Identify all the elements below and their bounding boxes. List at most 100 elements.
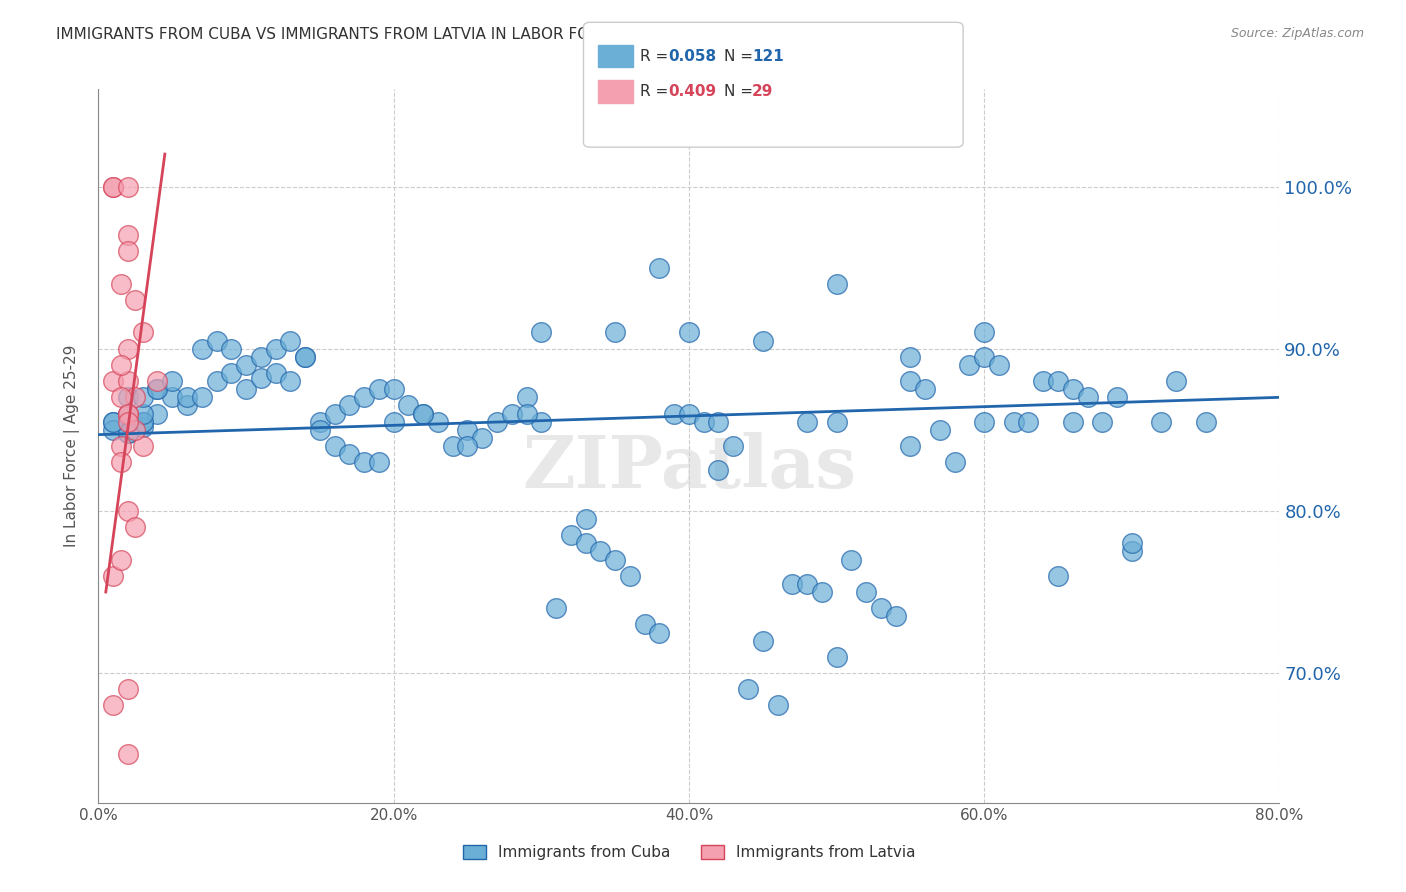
Point	[117, 179, 139, 194]
Point	[117, 407, 139, 421]
Point	[264, 366, 287, 380]
Point	[280, 334, 302, 348]
Text: 121: 121	[752, 49, 785, 63]
Point	[117, 415, 139, 429]
Point	[117, 682, 139, 697]
Point	[707, 415, 730, 429]
Point	[103, 374, 125, 388]
Point	[124, 423, 146, 437]
Point	[132, 407, 155, 421]
Point	[117, 407, 139, 421]
Point	[368, 455, 391, 469]
Point	[1195, 415, 1218, 429]
Point	[235, 358, 257, 372]
Point	[825, 649, 848, 664]
Point	[1107, 390, 1129, 404]
Point	[339, 399, 361, 413]
Point	[619, 568, 641, 582]
Point	[103, 568, 125, 582]
Text: R =: R =	[640, 85, 673, 99]
Text: N =: N =	[724, 49, 758, 63]
Legend: Immigrants from Cuba, Immigrants from Latvia: Immigrants from Cuba, Immigrants from La…	[457, 839, 921, 866]
Point	[294, 350, 316, 364]
Point	[191, 390, 214, 404]
Point	[589, 544, 612, 558]
Point	[1121, 544, 1143, 558]
Point	[368, 382, 391, 396]
Point	[323, 407, 346, 421]
Point	[530, 326, 553, 340]
Point	[516, 407, 538, 421]
Point	[146, 382, 169, 396]
Point	[1062, 415, 1084, 429]
Point	[124, 390, 146, 404]
Point	[929, 423, 952, 437]
Point	[124, 520, 146, 534]
Point	[132, 415, 155, 429]
Point	[103, 698, 125, 713]
Point	[103, 415, 125, 429]
Point	[1121, 536, 1143, 550]
Point	[117, 425, 139, 440]
Point	[103, 415, 125, 429]
Point	[486, 415, 509, 429]
Point	[825, 415, 848, 429]
Point	[309, 423, 332, 437]
Point	[221, 342, 243, 356]
Point	[605, 552, 627, 566]
Point	[117, 390, 139, 404]
Point	[810, 585, 832, 599]
Point	[117, 228, 139, 243]
Point	[117, 407, 139, 421]
Point	[693, 415, 716, 429]
Point	[1002, 415, 1025, 429]
Point	[796, 415, 818, 429]
Point	[323, 439, 346, 453]
Point	[1150, 415, 1173, 429]
Y-axis label: In Labor Force | Age 25-29: In Labor Force | Age 25-29	[63, 345, 80, 547]
Point	[412, 407, 434, 421]
Point	[250, 350, 273, 364]
Point	[634, 617, 657, 632]
Point	[146, 374, 169, 388]
Point	[855, 585, 877, 599]
Point	[973, 350, 995, 364]
Point	[353, 390, 375, 404]
Point	[146, 407, 169, 421]
Point	[117, 504, 139, 518]
Point	[103, 423, 125, 437]
Point	[1018, 415, 1040, 429]
Point	[280, 374, 302, 388]
Point	[841, 552, 863, 566]
Point	[737, 682, 759, 697]
Point	[678, 326, 700, 340]
Point	[117, 244, 139, 259]
Point	[959, 358, 981, 372]
Point	[264, 342, 287, 356]
Point	[132, 390, 155, 404]
Point	[501, 407, 523, 421]
Point	[900, 350, 922, 364]
Point	[110, 439, 132, 453]
Point	[250, 371, 273, 385]
Point	[707, 463, 730, 477]
Point	[117, 415, 139, 429]
Point	[530, 415, 553, 429]
Point	[678, 407, 700, 421]
Point	[382, 382, 405, 396]
Point	[205, 374, 228, 388]
Text: 29: 29	[752, 85, 773, 99]
Point	[353, 455, 375, 469]
Point	[146, 382, 169, 396]
Point	[176, 399, 198, 413]
Point	[205, 334, 228, 348]
Point	[191, 342, 214, 356]
Point	[457, 423, 479, 437]
Point	[648, 625, 671, 640]
Point	[457, 439, 479, 453]
Text: IMMIGRANTS FROM CUBA VS IMMIGRANTS FROM LATVIA IN LABOR FORCE | AGE 25-29 CORREL: IMMIGRANTS FROM CUBA VS IMMIGRANTS FROM …	[56, 27, 886, 43]
Point	[988, 358, 1011, 372]
Point	[110, 390, 132, 404]
Point	[110, 552, 132, 566]
Point	[1077, 390, 1099, 404]
